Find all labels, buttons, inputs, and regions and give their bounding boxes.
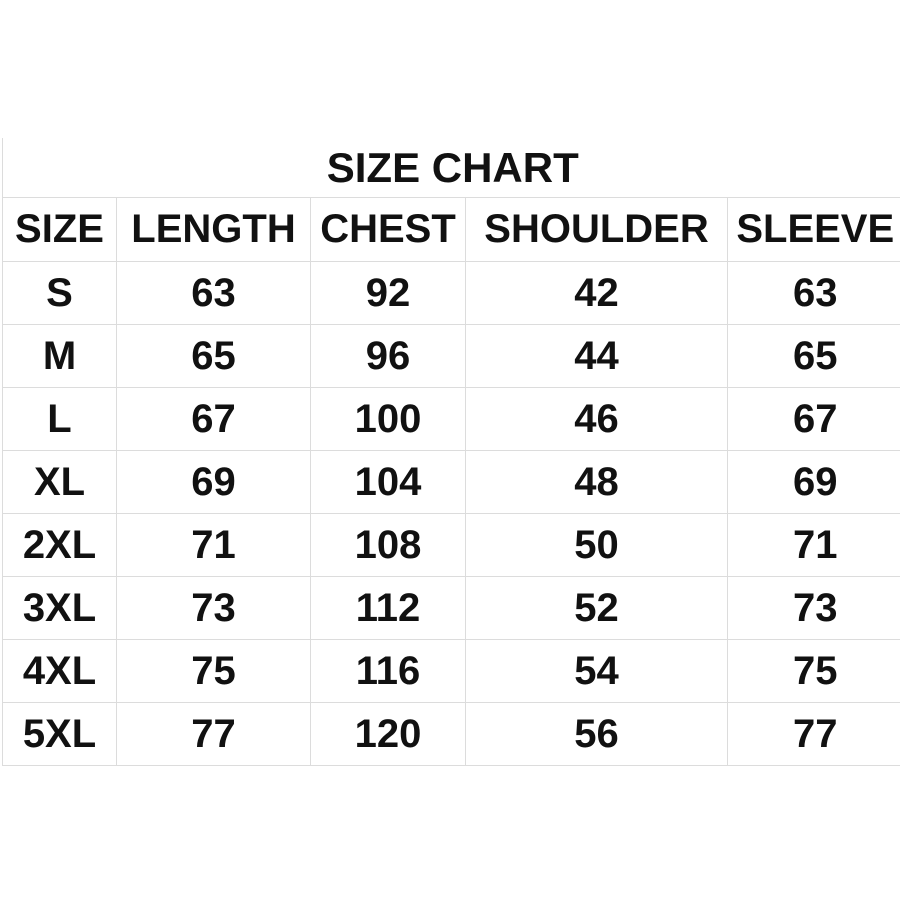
measurement-cell-sleeve: 75 xyxy=(727,639,900,703)
size-cell: S xyxy=(2,261,117,325)
size-cell: L xyxy=(2,387,117,451)
measurement-cell-shoulder: 50 xyxy=(465,513,728,577)
size-chart-title: SIZE CHART xyxy=(2,138,900,198)
table-row: 4XL 75 116 54 75 xyxy=(2,639,900,703)
measurement-cell-chest: 112 xyxy=(310,576,466,640)
column-header-shoulder: SHOULDER xyxy=(465,197,728,262)
measurement-cell-length: 75 xyxy=(116,639,311,703)
title-row: SIZE CHART xyxy=(2,138,900,198)
table-row: M 65 96 44 65 xyxy=(2,324,900,388)
measurement-cell-shoulder: 46 xyxy=(465,387,728,451)
measurement-cell-sleeve: 67 xyxy=(727,387,900,451)
measurement-cell-sleeve: 65 xyxy=(727,324,900,388)
size-cell: 3XL xyxy=(2,576,117,640)
measurement-cell-length: 65 xyxy=(116,324,311,388)
table-row: XL 69 104 48 69 xyxy=(2,450,900,514)
header-row: SIZE LENGTH CHEST SHOULDER SLEEVE xyxy=(2,197,900,262)
size-cell: 2XL xyxy=(2,513,117,577)
measurement-cell-chest: 116 xyxy=(310,639,466,703)
measurement-cell-chest: 108 xyxy=(310,513,466,577)
measurement-cell-sleeve: 63 xyxy=(727,261,900,325)
size-cell: XL xyxy=(2,450,117,514)
table-row: 2XL 71 108 50 71 xyxy=(2,513,900,577)
measurement-cell-shoulder: 52 xyxy=(465,576,728,640)
size-cell: 5XL xyxy=(2,702,117,766)
measurement-cell-shoulder: 48 xyxy=(465,450,728,514)
measurement-cell-chest: 104 xyxy=(310,450,466,514)
measurement-cell-length: 69 xyxy=(116,450,311,514)
measurement-cell-chest: 100 xyxy=(310,387,466,451)
measurement-cell-sleeve: 73 xyxy=(727,576,900,640)
measurement-cell-length: 77 xyxy=(116,702,311,766)
measurement-cell-chest: 92 xyxy=(310,261,466,325)
measurement-cell-shoulder: 42 xyxy=(465,261,728,325)
measurement-cell-shoulder: 56 xyxy=(465,702,728,766)
measurement-cell-shoulder: 44 xyxy=(465,324,728,388)
size-cell: M xyxy=(2,324,117,388)
column-header-chest: CHEST xyxy=(310,197,466,262)
measurement-cell-sleeve: 77 xyxy=(727,702,900,766)
measurement-cell-sleeve: 69 xyxy=(727,450,900,514)
column-header-length: LENGTH xyxy=(116,197,311,262)
measurement-cell-length: 63 xyxy=(116,261,311,325)
table-row: S 63 92 42 63 xyxy=(2,261,900,325)
measurement-cell-length: 67 xyxy=(116,387,311,451)
measurement-cell-length: 71 xyxy=(116,513,311,577)
table-row: L 67 100 46 67 xyxy=(2,387,900,451)
measurement-cell-sleeve: 71 xyxy=(727,513,900,577)
table-row: 3XL 73 112 52 73 xyxy=(2,576,900,640)
column-header-sleeve: SLEEVE xyxy=(727,197,900,262)
measurement-cell-chest: 120 xyxy=(310,702,466,766)
measurement-cell-chest: 96 xyxy=(310,324,466,388)
column-header-size: SIZE xyxy=(2,197,117,262)
size-cell: 4XL xyxy=(2,639,117,703)
size-chart-table: SIZE CHART SIZE LENGTH CHEST SHOULDER SLEEVE… xyxy=(2,138,900,766)
table-row: 5XL 77 120 56 77 xyxy=(2,702,900,766)
measurement-cell-length: 73 xyxy=(116,576,311,640)
measurement-cell-shoulder: 54 xyxy=(465,639,728,703)
